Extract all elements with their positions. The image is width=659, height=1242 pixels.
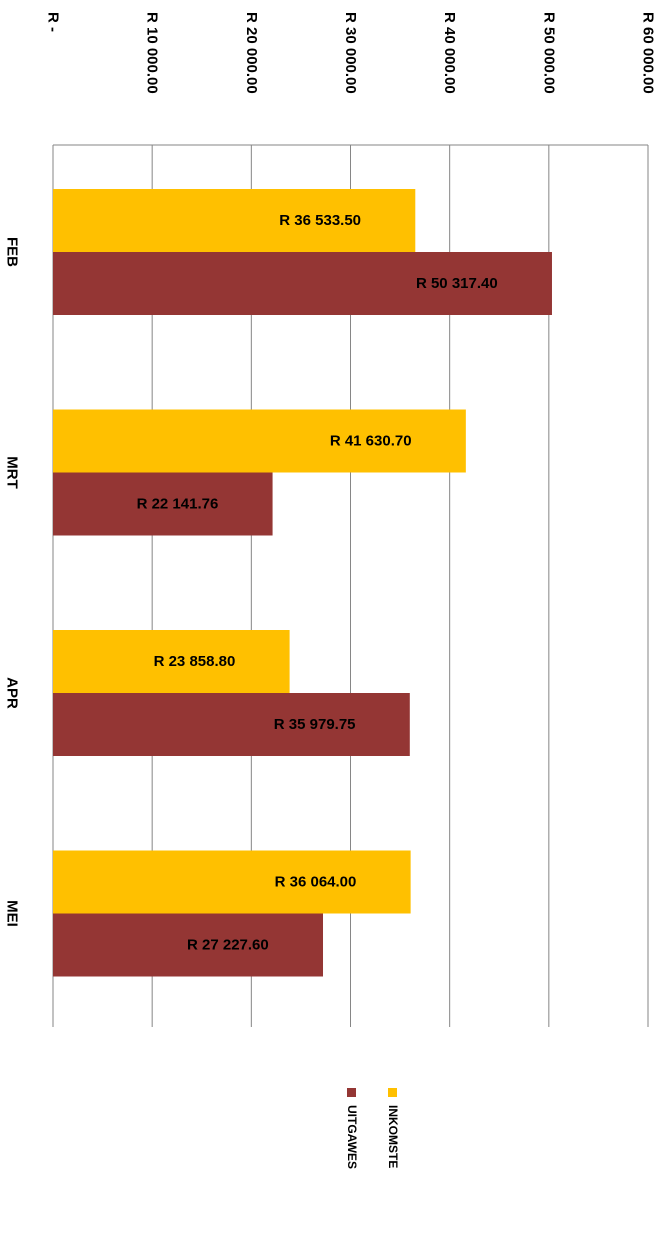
- bar-inkomste-apr: [53, 630, 290, 693]
- category-label: FEB: [4, 237, 21, 267]
- category-label: MRT: [4, 456, 21, 489]
- bars: [53, 189, 552, 977]
- bar-inkomste-mrt: [53, 409, 466, 473]
- value-tick-label: R 50 000.00: [540, 12, 557, 94]
- legend-swatch-inkomste: [388, 1088, 397, 1097]
- value-tick-label: R -: [45, 12, 62, 32]
- bar-inkomste-feb: [53, 189, 416, 252]
- legend: INKOMSTE UITGAWES: [345, 1088, 400, 1169]
- category-label: MEI: [4, 900, 21, 927]
- data-label: R 35 979.75: [274, 716, 356, 733]
- data-label: R 41 630.70: [330, 433, 412, 450]
- bar-uitgawes-apr: [53, 693, 410, 756]
- legend-label: UITGAWES: [345, 1105, 359, 1169]
- data-label: R 23 858.80: [154, 653, 236, 670]
- data-label: R 27 227.60: [187, 937, 269, 954]
- data-label: R 22 141.76: [137, 496, 219, 513]
- data-labels: R 36 533.50 R 50 317.40 R 41 630.70 R 22 14…: [137, 212, 498, 954]
- category-label: APR: [4, 677, 21, 709]
- category-labels: FEB MRT APR MEI: [4, 237, 21, 927]
- bar-uitgawes-mei: [53, 913, 324, 977]
- value-tick-label: R 10 000.00: [144, 12, 161, 94]
- data-label: R 50 317.40: [416, 275, 498, 292]
- value-tick-label: R 40 000.00: [441, 12, 458, 94]
- legend-swatch-uitgawes: [347, 1088, 356, 1097]
- bar-uitgawes-feb: [53, 252, 552, 315]
- value-tick-label: R 30 000.00: [342, 12, 359, 94]
- bar-uitgawes-mrt: [53, 472, 273, 536]
- value-tick-label: R 60 000.00: [640, 12, 657, 94]
- data-label: R 36 064.00: [275, 874, 357, 891]
- bar-inkomste-mei: [53, 850, 411, 914]
- data-label: R 36 533.50: [279, 212, 361, 229]
- value-tick-label: R 20 000.00: [243, 12, 260, 94]
- legend-label: INKOMSTE: [386, 1105, 400, 1168]
- value-tick-labels: R - R 10 000.00 R 20 000.00 R 30 000.00 R 40…: [45, 12, 657, 94]
